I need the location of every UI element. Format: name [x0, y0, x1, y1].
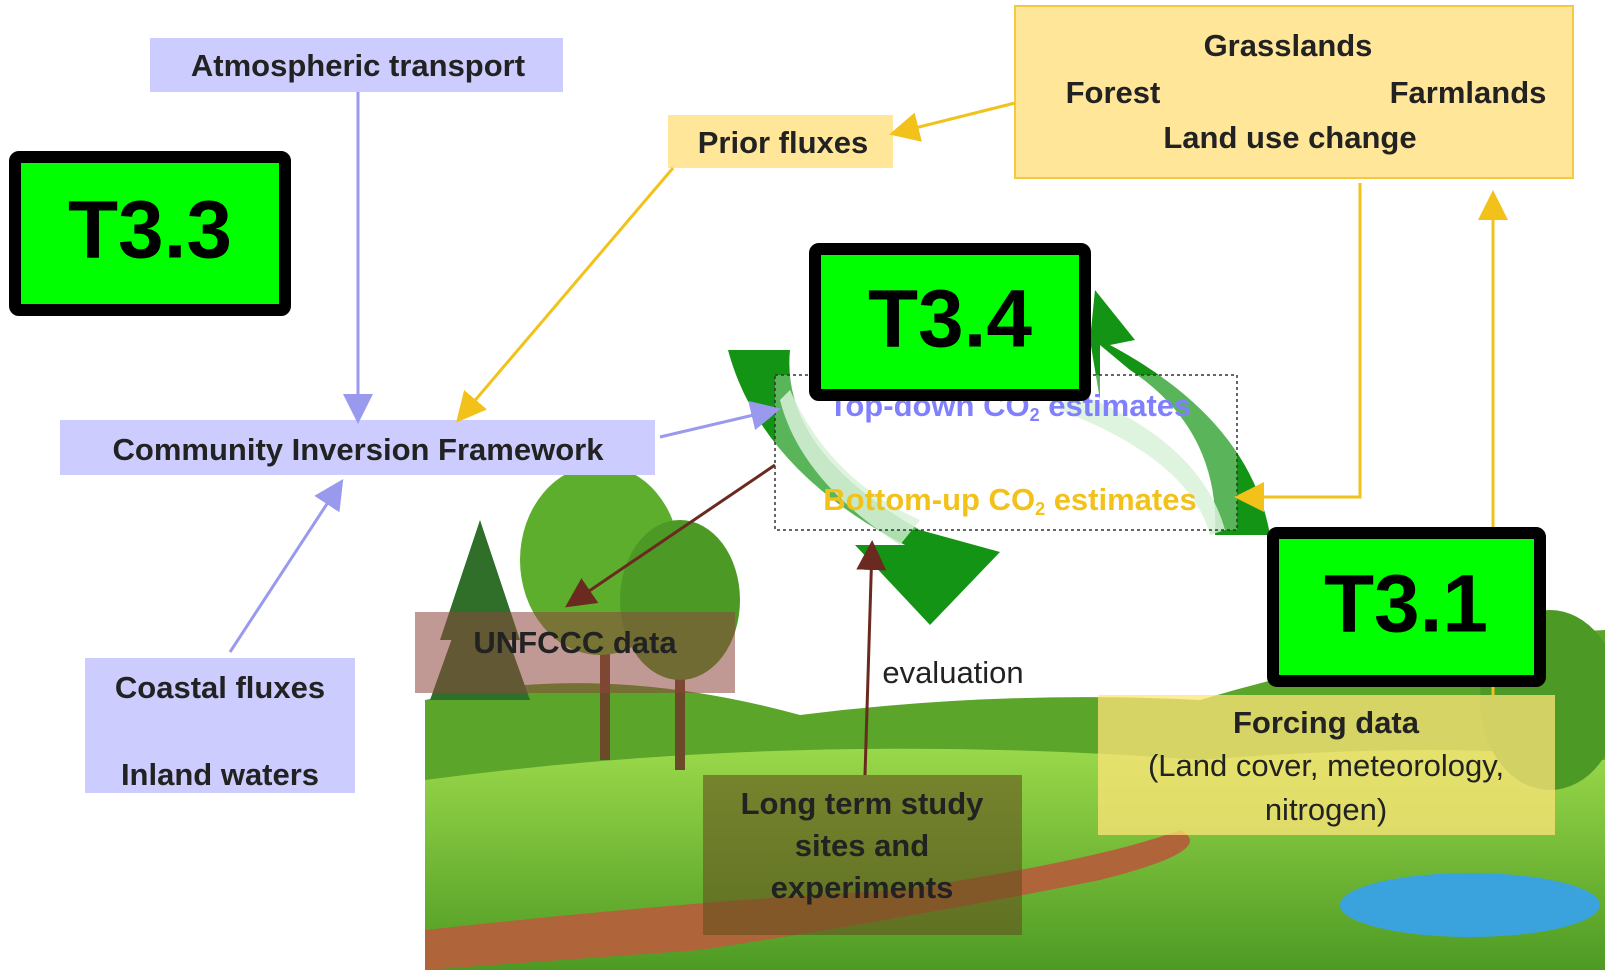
task-label: T3.4 [868, 274, 1032, 365]
evaluation: evaluation [882, 655, 1023, 690]
inland-waters: Inland waters [121, 757, 319, 792]
forcing-detail: (Land cover, meteorology, [1148, 748, 1504, 783]
unfccc-data: UNFCCC data [473, 625, 677, 660]
cif-box [60, 420, 655, 475]
task-label: T3.1 [1324, 559, 1488, 650]
coastal-box [85, 658, 355, 793]
task-label: T3.3 [68, 185, 232, 276]
long-term-box [703, 775, 1022, 935]
arrow [659, 400, 781, 439]
grasslands: Grasslands [1204, 28, 1373, 63]
long-term-line: Long term study [741, 786, 985, 821]
task-badge [1267, 527, 1546, 687]
forcing-data: Forcing data [1233, 705, 1420, 740]
community-inversion-framework: Community Inversion Framework [113, 432, 605, 467]
arrow [1234, 183, 1362, 512]
atmospheric-transport-box [150, 38, 563, 92]
unfccc-box [415, 612, 735, 693]
farmlands: Farmlands [1390, 75, 1547, 110]
forest: Forest [1066, 75, 1161, 110]
long-term-line: experiments [771, 870, 954, 905]
long-term-line: sites and [795, 828, 929, 863]
task-badge [809, 243, 1091, 401]
land-use-change: Land use change [1163, 120, 1416, 155]
arrow [565, 463, 776, 608]
prior-fluxes-box [668, 115, 893, 168]
arrow [856, 540, 887, 776]
subscript: 2 [1035, 499, 1045, 519]
arrow [889, 101, 1016, 142]
task-badge [9, 151, 291, 316]
text-part: estimates [1045, 482, 1197, 517]
subscript: 2 [1030, 405, 1040, 425]
atmospheric-transport: Atmospheric transport [191, 48, 525, 83]
prior-fluxes: Prior fluxes [698, 125, 869, 160]
text-part: Bottom-up CO [823, 482, 1035, 517]
arrow [228, 478, 344, 653]
coastal-fluxes: Coastal fluxes [115, 670, 325, 705]
arrow [456, 167, 675, 423]
forcing-box [1098, 695, 1555, 835]
green-cycle-arrows [728, 290, 1270, 625]
land-box [1014, 5, 1574, 179]
forcing-detail: nitrogen) [1265, 792, 1387, 827]
bottom-up-estimates: Bottom-up CO2 estimates [823, 482, 1196, 519]
